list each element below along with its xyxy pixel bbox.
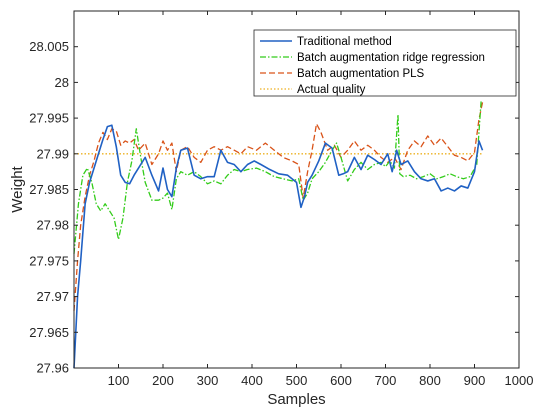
x-tick-label: 500 xyxy=(286,373,308,388)
x-tick-label: 300 xyxy=(197,373,219,388)
x-tick-label: 800 xyxy=(419,373,441,388)
y-ticks: 27.96 27.965 27.97 27.975 27.98 27.985 27.99 27… xyxy=(29,39,519,376)
y-tick-label: 27.96 xyxy=(36,361,69,376)
y-tick-label: 27.98 xyxy=(36,218,69,233)
legend-label-1: Traditional method xyxy=(297,36,392,48)
legend: Traditional method Batch augmentation rid… xyxy=(253,29,517,97)
x-tick-label: 400 xyxy=(241,373,263,388)
y-axis-title: Weight xyxy=(9,165,26,212)
x-tick-label: 100 xyxy=(108,373,130,388)
legend-label-2: Batch augmentation ridge regression xyxy=(297,52,485,64)
y-tick-label: 28 xyxy=(55,75,69,90)
x-tick-label: 600 xyxy=(330,373,352,388)
legend-box xyxy=(253,29,517,97)
x-tick-label: 200 xyxy=(152,373,174,388)
y-tick-label: 27.985 xyxy=(29,182,69,197)
y-tick-label: 27.99 xyxy=(36,146,69,161)
series-line-1 xyxy=(73,124,484,369)
y-tick-label: 27.995 xyxy=(29,111,69,126)
series-layer xyxy=(73,100,484,369)
legend-label-3: Batch augmentation PLS xyxy=(297,68,425,80)
series-line-2 xyxy=(73,100,482,254)
y-tick-label: 27.965 xyxy=(29,325,69,340)
x-ticks: 100 200 300 400 500 600 700 800 900 1000 xyxy=(108,11,534,388)
x-axis-title: Samples xyxy=(267,391,325,408)
y-tick-label: 27.975 xyxy=(29,253,69,268)
series-line-3 xyxy=(73,102,484,311)
x-tick-label: 1000 xyxy=(505,373,534,388)
y-tick-label: 28.005 xyxy=(29,39,69,54)
legend-label-4: Actual quality xyxy=(297,84,366,96)
x-tick-label: 900 xyxy=(464,373,486,388)
x-tick-label: 700 xyxy=(375,373,397,388)
y-tick-label: 27.97 xyxy=(36,289,69,304)
